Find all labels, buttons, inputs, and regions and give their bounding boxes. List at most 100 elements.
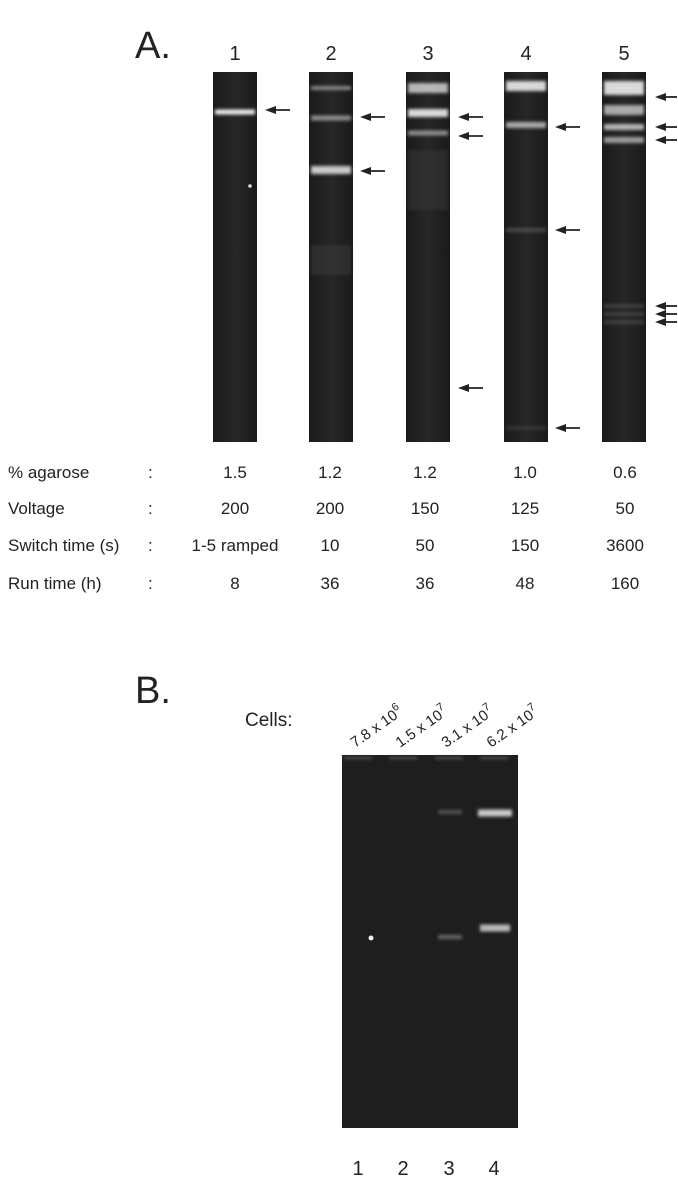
table-cell: 1.2 <box>413 463 437 482</box>
table-cell: 10 <box>321 536 340 555</box>
lane-number: 3 <box>443 1158 454 1180</box>
separator: : <box>148 574 153 593</box>
separator: : <box>148 499 153 518</box>
cell-count-base: 7.8 x 10 <box>348 707 401 752</box>
lane-number: 3 <box>422 43 433 65</box>
gel-band <box>408 83 448 93</box>
table-cell: 1.0 <box>513 463 537 482</box>
gel-band <box>215 110 255 115</box>
cell-count-base: 3.1 x 10 <box>439 707 492 752</box>
arrow <box>360 167 385 175</box>
gel-band <box>604 304 644 308</box>
gel-band <box>604 105 644 115</box>
gel-band <box>408 150 448 210</box>
gel-band <box>480 925 510 932</box>
table-cell: 1-5 ramped <box>192 536 279 555</box>
gel-band <box>480 757 508 760</box>
arrow-head <box>458 132 469 140</box>
arrow <box>555 226 580 234</box>
table-cell: 50 <box>616 499 635 518</box>
figure: A. B. Cells: 1 2 3 4 5 % agarose: 1.5 1.2 1.2 1.0… <box>0 0 678 1192</box>
table-cell: 48 <box>516 574 535 593</box>
gel-lane <box>213 72 257 442</box>
lane-number: 4 <box>520 43 531 65</box>
table-cell: 0.6 <box>613 463 637 482</box>
gel-band <box>478 810 512 817</box>
gel-spot <box>248 184 252 188</box>
row-label: Voltage <box>8 499 65 518</box>
separator: : <box>148 536 153 555</box>
table-cell: 36 <box>321 574 340 593</box>
gel-band <box>311 116 351 121</box>
gel-band <box>604 137 644 143</box>
gel-band <box>435 757 463 760</box>
gel-band <box>506 122 546 128</box>
gel-band <box>604 312 644 316</box>
gel-band <box>506 427 546 430</box>
gel-band <box>604 124 644 130</box>
table-cell: 200 <box>316 499 344 518</box>
arrow <box>655 136 677 144</box>
arrow <box>655 318 677 326</box>
arrow-head <box>265 106 276 114</box>
lane-number: 2 <box>397 1158 408 1180</box>
arrow <box>458 113 483 121</box>
gel-band <box>604 81 644 95</box>
gel-band <box>438 810 462 814</box>
arrow-head <box>655 93 666 101</box>
arrow-head <box>458 113 469 121</box>
cell-count-base: 1.5 x 10 <box>393 707 446 752</box>
row-label: Switch time (s) <box>8 536 119 555</box>
gel-band <box>389 757 417 760</box>
arrow-head <box>655 123 666 131</box>
gel-spot <box>369 936 374 941</box>
arrow <box>360 113 385 121</box>
arrow <box>555 424 580 432</box>
arrow <box>458 132 483 140</box>
separator: : <box>148 463 153 482</box>
table-cell: 150 <box>511 536 539 555</box>
gel-band <box>438 935 462 939</box>
table-cell: 125 <box>511 499 539 518</box>
cell-count-base: 6.2 x 10 <box>484 707 537 752</box>
panel-label: A. <box>135 25 171 67</box>
table-cell: 36 <box>416 574 435 593</box>
arrow <box>555 123 580 131</box>
panel-label: B. <box>135 670 171 712</box>
arrow <box>655 93 677 101</box>
arrow <box>655 310 677 318</box>
table-cell: 1.5 <box>223 463 247 482</box>
arrow-head <box>655 318 666 326</box>
arrow-head <box>555 226 566 234</box>
gel-band <box>311 245 351 275</box>
table-cell: 200 <box>221 499 249 518</box>
cells-label: Cells: <box>245 710 293 731</box>
gel-band <box>311 166 351 174</box>
gel-lane <box>406 72 450 442</box>
arrow-head <box>655 136 666 144</box>
arrow <box>655 123 677 131</box>
arrow-head <box>458 384 469 392</box>
arrow-head <box>360 167 371 175</box>
gel-band <box>344 757 372 760</box>
gel-band <box>408 131 448 136</box>
arrow-head <box>655 310 666 318</box>
table-cell: 3600 <box>606 536 644 555</box>
table-cell: 8 <box>230 574 239 593</box>
arrow-head <box>655 302 666 310</box>
gel-band <box>408 109 448 117</box>
table-cell: 160 <box>611 574 639 593</box>
gel-band <box>506 228 546 232</box>
arrow <box>458 384 483 392</box>
table-cell: 1.2 <box>318 463 342 482</box>
lane-number: 4 <box>488 1158 499 1180</box>
arrow-head <box>360 113 371 121</box>
row-label: Run time (h) <box>8 574 102 593</box>
lane-number: 1 <box>352 1158 363 1180</box>
row-label: % agarose <box>8 463 89 482</box>
gel-band <box>506 81 546 91</box>
gel-band <box>311 86 351 90</box>
arrow-head <box>555 424 566 432</box>
lane-number: 5 <box>618 43 629 65</box>
gel-band <box>604 320 644 324</box>
